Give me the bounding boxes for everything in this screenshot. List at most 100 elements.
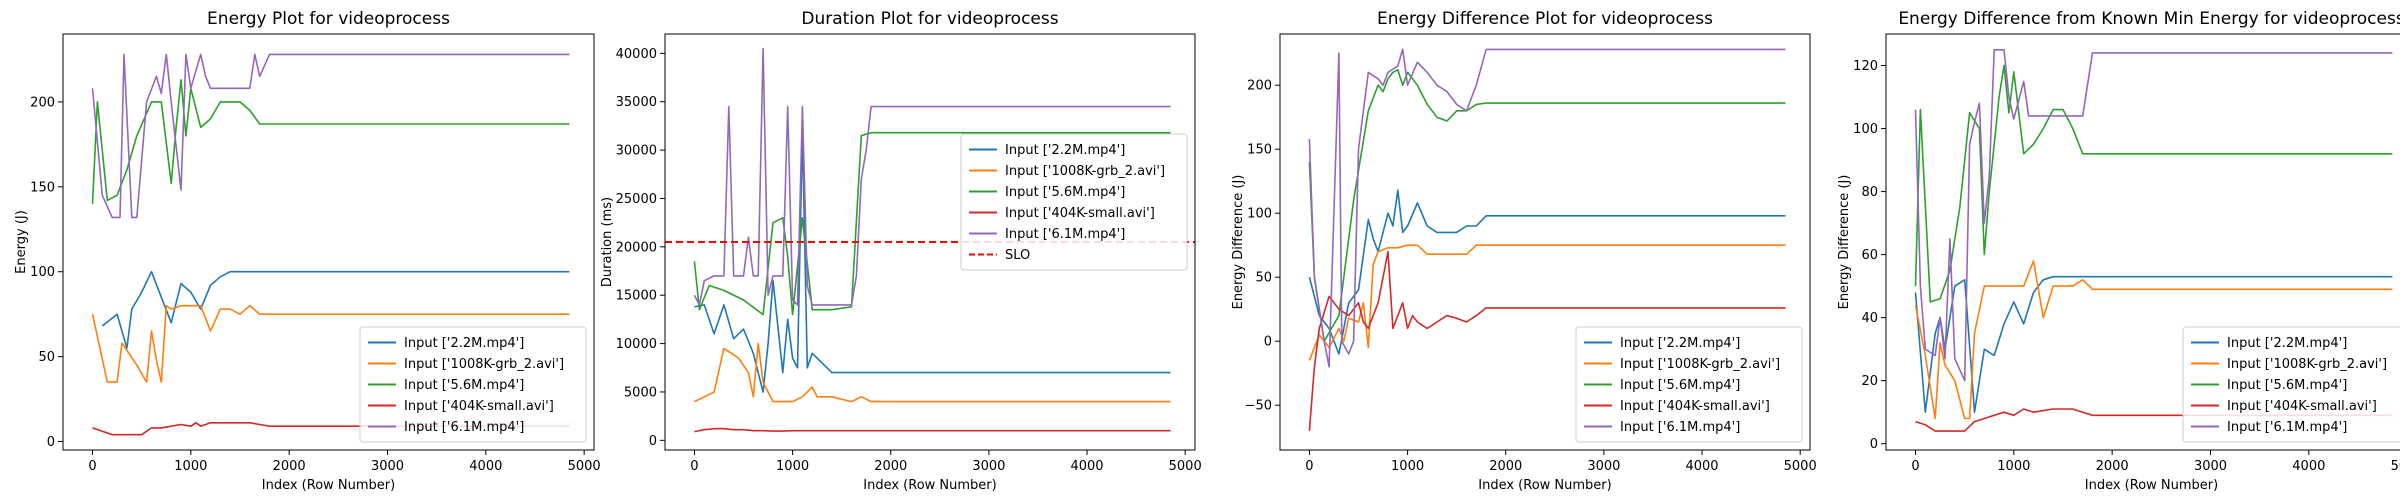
legend: Input ['2.2M.mp4'] Input ['1008K-grb_2.av… <box>359 326 587 443</box>
y-tick-label: 200 <box>30 95 55 110</box>
x-tick-label: 1000 <box>1391 459 1424 474</box>
y-tick-label: 0 <box>1264 335 1272 350</box>
x-tick-label: 5000 <box>1169 459 1202 474</box>
y-tick-label: 100 <box>1247 207 1272 222</box>
series-line-5 <box>1308 48 1786 368</box>
x-tick-label: 3000 <box>1587 459 1620 474</box>
y-axis-label: Duration (ms) <box>600 197 615 287</box>
legend-label: Input ['5.6M.mp4'] <box>1005 185 1125 200</box>
chart-title: Energy Plot for videoprocess <box>207 9 450 29</box>
y-tick-label: 5000 <box>624 385 657 400</box>
legend-label: Input ['2.2M.mp4'] <box>404 336 524 351</box>
y-tick-label: 200 <box>1247 79 1272 94</box>
legend-label: Input ['1008K-grb_2.avi'] <box>1620 357 1780 372</box>
series-line-3 <box>1308 69 1786 343</box>
series-line-1 <box>1308 189 1786 355</box>
series-line-4 <box>694 427 1171 433</box>
legend-label: Input ['2.2M.mp4'] <box>1005 143 1125 158</box>
x-axis-label: Index (Row Number) <box>1478 478 1611 493</box>
x-tick-label: 2000 <box>874 459 907 474</box>
y-tick-label: 0 <box>1870 437 1878 452</box>
x-tick-label: 5000 <box>2391 459 2400 474</box>
legend-box <box>2182 326 2400 443</box>
legend-label: Input ['6.1M.mp4'] <box>404 420 524 435</box>
y-tick-label: −50 <box>1245 399 1272 414</box>
legend-label: Input ['1008K-grb_2.avi'] <box>404 357 564 372</box>
y-tick-label: 40000 <box>616 47 657 62</box>
legend-label: Input ['404K-small.avi'] <box>2227 399 2377 414</box>
x-tick-label: 1000 <box>776 459 809 474</box>
x-axis-label: Index (Row Number) <box>863 478 996 493</box>
series-line-2 <box>91 304 570 383</box>
y-tick-label: 10000 <box>616 337 657 352</box>
series-line-5 <box>91 53 570 219</box>
legend-label: Input ['5.6M.mp4'] <box>1620 378 1740 393</box>
series-group <box>91 53 570 436</box>
y-tick-label: 25000 <box>616 192 657 207</box>
series-line-5 <box>693 47 1171 306</box>
x-tick-label: 3000 <box>972 459 1005 474</box>
y-tick-label: 80 <box>1861 185 1878 200</box>
y-axis-label: Energy Difference (J) <box>1837 175 1852 310</box>
x-tick-label: 2000 <box>273 459 306 474</box>
series-line-1 <box>101 270 570 349</box>
y-tick-label: 15000 <box>616 289 657 304</box>
series-line-2 <box>1914 260 2393 420</box>
y-tick-label: 100 <box>1853 122 1878 137</box>
legend-label: Input ['6.1M.mp4'] <box>1005 227 1125 242</box>
legend-box <box>960 133 1188 271</box>
y-tick-label: 20 <box>1861 374 1878 389</box>
legend-label: Input ['6.1M.mp4'] <box>2227 420 2347 435</box>
x-tick-label: 4000 <box>469 459 502 474</box>
legend-box <box>359 326 587 443</box>
chart-title: Energy Difference Plot for videoprocess <box>1377 9 1713 29</box>
y-tick-label: 30000 <box>616 144 657 159</box>
y-tick-label: 20000 <box>616 240 657 255</box>
x-tick-label: 1000 <box>174 459 207 474</box>
y-tick-label: 50 <box>38 350 55 365</box>
series-line-2 <box>694 342 1171 403</box>
y-axis-label: Energy (J) <box>14 210 29 274</box>
x-tick-label: 4000 <box>1685 459 1718 474</box>
series-line-3 <box>1914 64 2393 303</box>
y-tick-label: 0 <box>47 435 55 450</box>
x-tick-label: 0 <box>690 459 698 474</box>
y-tick-label: 40 <box>1861 311 1878 326</box>
x-tick-label: 4000 <box>2292 459 2325 474</box>
x-tick-label: 3000 <box>2194 459 2227 474</box>
legend-label: Input ['5.6M.mp4'] <box>2227 378 2347 393</box>
series-line-4 <box>92 421 570 436</box>
x-tick-label: 0 <box>1305 459 1313 474</box>
y-tick-label: 150 <box>1247 143 1272 158</box>
legend-box <box>1575 326 1803 443</box>
series-group <box>665 47 1195 433</box>
legend-label: Input ['5.6M.mp4'] <box>404 378 524 393</box>
y-tick-label: 100 <box>30 265 55 280</box>
series-line-1 <box>694 129 1171 393</box>
legend-label: Input ['6.1M.mp4'] <box>1620 420 1740 435</box>
legend-label: Input ['1008K-grb_2.avi'] <box>2227 357 2387 372</box>
series-line-3 <box>91 79 570 204</box>
x-tick-label: 5000 <box>568 459 601 474</box>
legend-label: Input ['1008K-grb_2.avi'] <box>1005 164 1165 179</box>
series-line-5 <box>1914 48 2393 382</box>
legend-label: Input ['2.2M.mp4'] <box>2227 336 2347 351</box>
x-tick-label: 4000 <box>1070 459 1103 474</box>
chart-title: Duration Plot for videoprocess <box>801 9 1058 29</box>
x-tick-label: 0 <box>88 459 96 474</box>
chart-panel-3: Energy Difference Plot for videoprocess 0… <box>1231 9 1817 493</box>
legend-label: Input ['404K-small.avi'] <box>1620 399 1770 414</box>
y-tick-label: 120 <box>1853 59 1878 74</box>
x-axis-label: Index (Row Number) <box>2085 478 2218 493</box>
x-axis-label: Index (Row Number) <box>262 478 395 493</box>
series-group <box>1308 48 1786 431</box>
axes-frame <box>62 33 595 451</box>
x-tick-label: 3000 <box>371 459 404 474</box>
y-axis-label: Energy Difference (J) <box>1231 175 1246 310</box>
x-tick-label: 1000 <box>1997 459 2030 474</box>
chart-panel-2: Duration Plot for videoprocess 0 1000 2000 3… <box>600 9 1202 493</box>
legend: Input ['2.2M.mp4'] Input ['1008K-grb_2.av… <box>2182 326 2400 443</box>
y-tick-label: 150 <box>30 180 55 195</box>
